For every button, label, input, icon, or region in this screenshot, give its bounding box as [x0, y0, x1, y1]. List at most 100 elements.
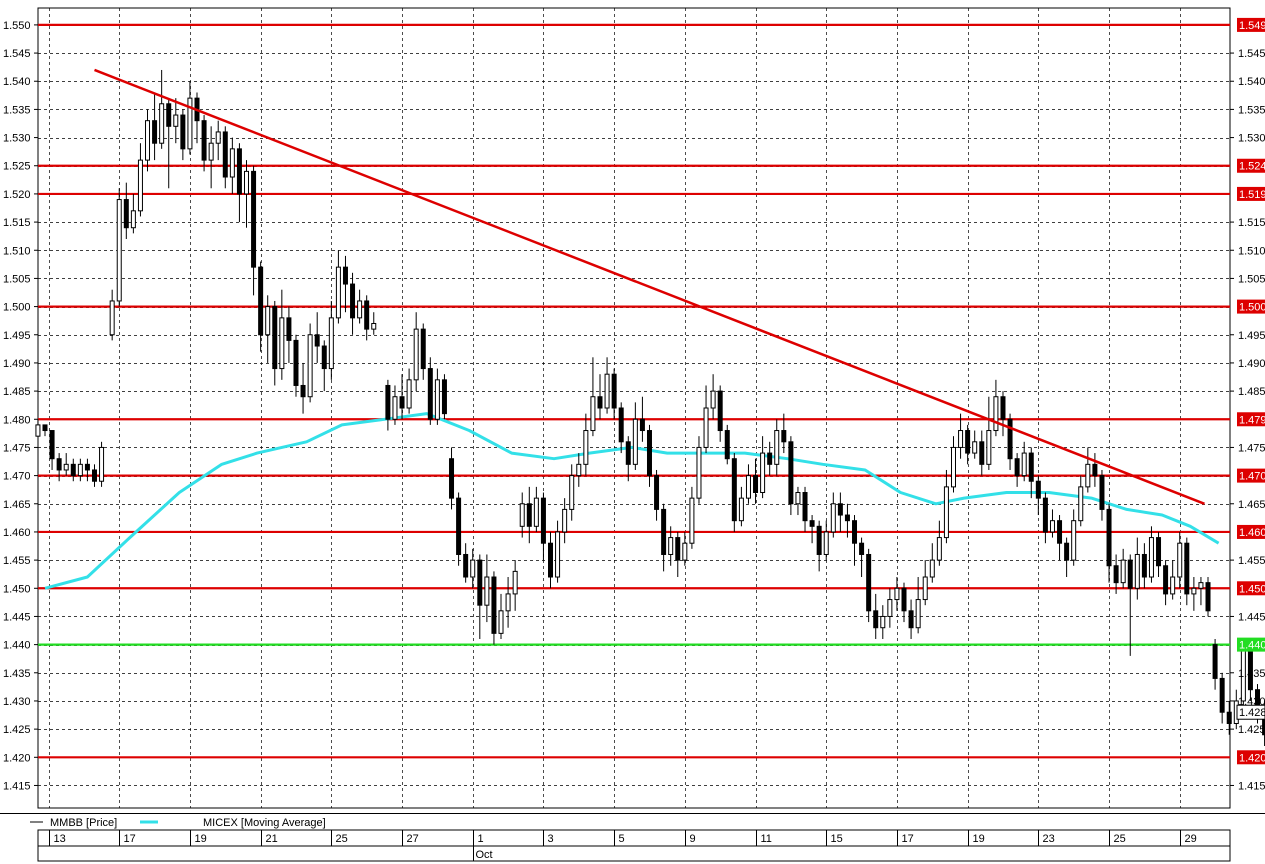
candle-body — [427, 368, 433, 420]
x-tick-label: 11 — [761, 833, 772, 845]
level-tag-label: 1.524 — [1239, 161, 1265, 173]
candle — [505, 577, 511, 628]
candle — [166, 98, 172, 189]
candle — [625, 436, 631, 482]
candle-body — [618, 407, 624, 443]
candle-body — [908, 610, 914, 629]
candle — [243, 160, 249, 228]
candle — [569, 464, 575, 521]
candle-body — [745, 475, 751, 499]
candle-body — [767, 452, 773, 465]
candle — [852, 515, 858, 566]
candle-body — [682, 542, 688, 561]
candle-body — [364, 300, 370, 330]
candle — [180, 109, 186, 161]
candle — [286, 306, 292, 363]
y-tick-label-right: 1.490 — [1238, 358, 1265, 370]
candle — [145, 109, 151, 172]
level-tag: 1.420 — [1237, 750, 1265, 765]
candle — [576, 453, 582, 487]
x-tick-label: 19 — [195, 833, 207, 845]
candle-body — [116, 199, 122, 302]
candle — [399, 374, 405, 420]
candle — [604, 357, 610, 414]
candle-body — [91, 469, 97, 482]
candle — [491, 571, 497, 645]
candle-body — [965, 430, 971, 454]
candle-body — [675, 537, 681, 561]
candle-body — [1120, 559, 1126, 584]
candle — [986, 396, 992, 470]
candle — [929, 543, 935, 583]
candle-body — [753, 475, 759, 494]
y-tick-label: 1.545 — [3, 48, 31, 60]
y-tick-label: 1.540 — [3, 76, 31, 88]
candle — [229, 137, 235, 194]
candle — [873, 593, 879, 639]
level-tag: 1.440 — [1237, 637, 1265, 652]
price-series — [35, 69, 1265, 747]
x-tick-label: 3 — [548, 833, 554, 845]
candle — [434, 368, 440, 425]
x-tick-label: 23 — [1043, 833, 1055, 845]
candle — [49, 430, 55, 470]
candle — [512, 560, 518, 611]
level-tag: 1.470 — [1237, 468, 1265, 483]
candle-body — [1099, 475, 1105, 510]
level-tag-box — [1237, 412, 1265, 427]
candle-body — [145, 120, 151, 161]
trendline — [94, 68, 1205, 505]
candle-body — [1219, 677, 1225, 713]
y-tick-label: 1.480 — [3, 414, 31, 426]
current-price-tag: 1.428 — [1236, 704, 1265, 720]
candle-body — [887, 599, 893, 617]
candle-body — [569, 475, 575, 510]
candle-body — [703, 407, 709, 448]
legend-label: MMBB [Price] — [50, 817, 117, 829]
candle — [901, 582, 907, 623]
candle-body — [300, 384, 306, 398]
x-tick-label: 25 — [1114, 833, 1126, 845]
candle-body — [696, 446, 702, 499]
candle-body — [915, 599, 921, 629]
level-tag-label: 1.460 — [1239, 527, 1265, 539]
candle-body — [1134, 553, 1140, 589]
candle-body — [562, 508, 568, 533]
candle — [859, 537, 865, 578]
y-tick-label: 1.420 — [3, 752, 31, 764]
candle-body — [844, 514, 850, 522]
candle — [84, 458, 90, 482]
candle — [42, 424, 48, 437]
y-tick-label: 1.430 — [3, 696, 31, 708]
candle-body — [187, 97, 193, 150]
candle — [816, 520, 822, 572]
candle-body — [279, 317, 285, 370]
x-tick-label: 5 — [619, 833, 625, 845]
candle — [745, 464, 751, 504]
candle — [972, 430, 978, 459]
trendline-group — [94, 68, 1205, 505]
candle — [682, 531, 688, 566]
level-tag: 1.460 — [1237, 524, 1265, 539]
candle — [1134, 537, 1140, 600]
y-tick-label: 1.465 — [3, 499, 31, 511]
candle — [562, 498, 568, 544]
legend: MMBB [Price] MICEX [Moving Average] — [0, 813, 1265, 829]
legend-item: MICEX [Moving Average] — [140, 817, 326, 829]
candle-body — [880, 615, 886, 629]
candle — [293, 334, 299, 397]
candle-body — [293, 339, 299, 386]
level-tag-box — [1237, 299, 1265, 314]
candle — [152, 92, 158, 161]
candle-body — [1092, 463, 1098, 477]
candle — [965, 424, 971, 465]
candle-body — [781, 430, 787, 443]
y-tick-label-right: 1.505 — [1238, 273, 1265, 285]
candle-body — [512, 570, 518, 595]
candle-body — [441, 379, 447, 415]
candle-body — [152, 120, 158, 144]
candle — [116, 188, 122, 307]
level-tag-box — [1237, 186, 1265, 201]
candle-body — [1106, 508, 1112, 567]
candle-body — [420, 328, 426, 370]
